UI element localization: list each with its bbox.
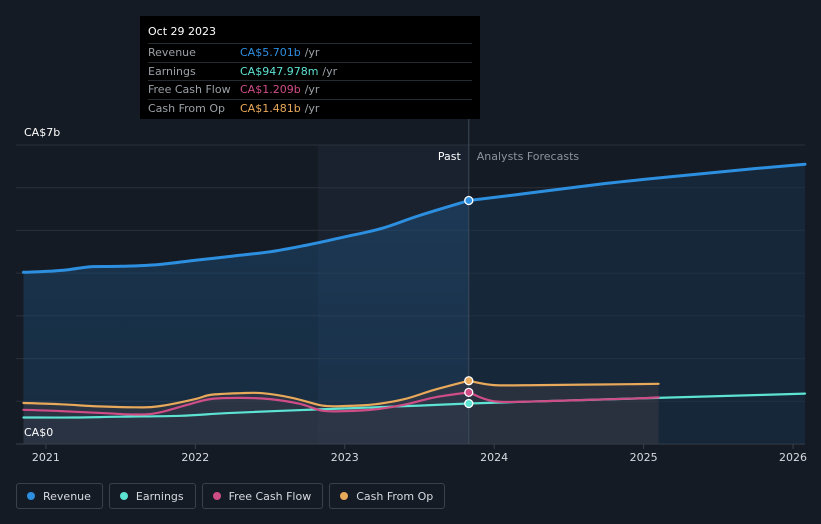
free-cash-flow-past-line — [22, 391, 470, 416]
cash-from-op-past-line — [22, 379, 470, 409]
x-tick-label: 2022 — [181, 451, 209, 464]
area-fills — [23, 164, 805, 444]
legend-item-label: Revenue — [43, 489, 91, 503]
y-axis-top-label: CA$7b — [24, 126, 60, 139]
y-axis-bottom-label: CA$0 — [24, 426, 53, 439]
tooltip-row-unit: /yr — [304, 46, 320, 60]
x-tick-label: 2025 — [630, 451, 658, 464]
tooltip-row: Revenue CA$5.701b/yr — [148, 43, 472, 62]
tooltip-row-value: CA$1.481b — [240, 101, 301, 115]
legend-item-revenue[interactable]: Revenue — [16, 483, 103, 509]
free-cash-flow-marker — [464, 387, 474, 398]
series-lines — [22, 162, 807, 419]
legend-item-earnings[interactable]: Earnings — [108, 483, 196, 509]
tooltip-row-value: CA$947.978m — [240, 64, 319, 78]
tooltip-row: Cash From Op CA$1.481b/yr — [148, 98, 472, 118]
legend-item-cash-from-op[interactable]: Cash From Op — [329, 483, 446, 509]
revenue-forecast-area — [468, 164, 805, 444]
x-tick-label: 2024 — [480, 451, 508, 464]
tooltip-row-value: CA$1.209b — [240, 83, 301, 97]
tooltip-row: Earnings CA$947.978m/yr — [148, 61, 472, 81]
tooltip-row-unit: /yr — [304, 83, 320, 97]
cash-from-op-marker — [464, 376, 474, 386]
tooltip-row-value: CA$5.701b — [240, 46, 301, 60]
tooltip-date: Oct 29 2023 — [148, 25, 217, 38]
x-tick-label: 2023 — [331, 451, 359, 464]
x-tick-label: 2026 — [779, 451, 807, 464]
legend-item-label: Earnings — [135, 489, 184, 503]
past-label: Past — [438, 150, 462, 163]
cash-from-op-forecast-line — [467, 379, 660, 387]
tooltip-row: Free Cash Flow CA$1.209b/yr — [148, 80, 472, 99]
free-cash-flow-forecast-line — [467, 391, 660, 404]
tooltip-row-label: Revenue — [148, 46, 196, 60]
revenue-past-area — [23, 200, 469, 444]
tooltip-row-label: Earnings — [148, 64, 196, 78]
forecast-label: Analysts Forecasts — [477, 150, 580, 163]
legend-item-label: Cash From Op — [356, 489, 434, 503]
tooltip-row-unit: /yr — [304, 101, 320, 115]
revenue-forecast-line — [467, 162, 807, 202]
free-cash-flow-dot-icon — [212, 492, 221, 500]
tooltip-row-label: Free Cash Flow — [148, 83, 231, 97]
revenue-marker — [464, 195, 474, 206]
earnings-dot-icon — [119, 492, 128, 500]
x-axis-ticks: 2021 2022 2023 2024 2025 2026 — [32, 444, 807, 464]
tooltip-markers — [464, 195, 474, 409]
cash-from-op-dot-icon — [340, 492, 349, 500]
legend-item-label: Free Cash Flow — [228, 489, 312, 503]
tooltip-row-label: Cash From Op — [148, 101, 226, 115]
hover-tooltip: Oct 29 2023 Revenue CA$5.701b/yr Earnings C… — [140, 16, 480, 119]
legend-item-free-cash-flow[interactable]: Free Cash Flow — [201, 483, 324, 509]
tooltip-row-unit: /yr — [322, 64, 338, 78]
revenue-dot-icon — [27, 492, 35, 500]
revenue-past-line — [22, 199, 471, 274]
x-tick-label: 2021 — [32, 451, 60, 464]
legend: Revenue Earnings Free Cash Flow Cash From O… — [16, 483, 446, 509]
earnings-marker — [464, 398, 474, 409]
cash-from-op-area — [23, 380, 659, 444]
tooltip-rows: Revenue CA$5.701b/yr Earnings CA$947.978m/y… — [148, 43, 472, 117]
